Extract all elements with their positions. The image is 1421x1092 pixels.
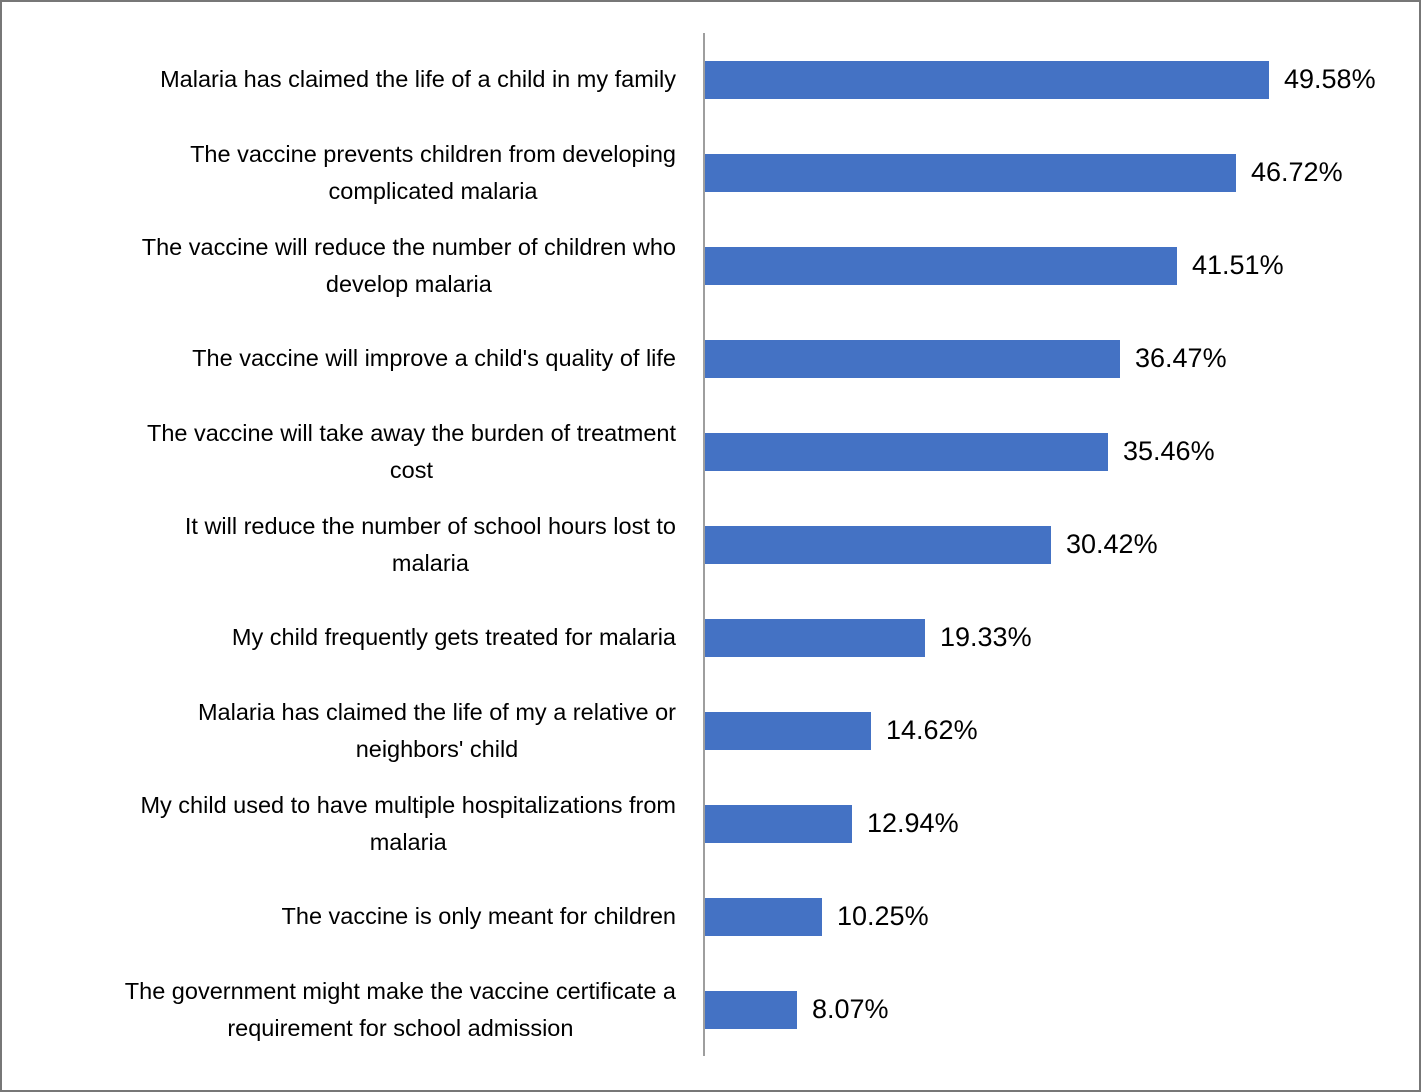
chart-row: The government might make the vaccine ce… bbox=[2, 963, 1417, 1056]
category-label: The vaccine will reduce the number of ch… bbox=[141, 233, 676, 297]
bar bbox=[705, 60, 1269, 99]
category-label: My child frequently gets treated for mal… bbox=[231, 624, 676, 650]
bar-area: 8.07% bbox=[705, 963, 1417, 1056]
chart-row: My child used to have multiple hospitali… bbox=[2, 777, 1417, 870]
value-label: 14.62% bbox=[886, 715, 978, 745]
chart-row: Malaria has claimed the life of a child … bbox=[2, 33, 1417, 126]
chart-row: The vaccine will take away the burden of… bbox=[2, 405, 1417, 498]
bar bbox=[705, 525, 1051, 564]
value-label: 41.51% bbox=[1192, 250, 1284, 280]
chart-row: The vaccine will reduce the number of ch… bbox=[2, 219, 1417, 312]
category-axis-line bbox=[703, 33, 705, 1056]
category-label: The vaccine will take away the burden of… bbox=[146, 419, 676, 483]
category-label-cell: My child frequently gets treated for mal… bbox=[2, 619, 703, 656]
bar bbox=[705, 153, 1236, 192]
bar bbox=[705, 339, 1120, 378]
bar-area: 30.42% bbox=[705, 498, 1417, 591]
bar bbox=[705, 711, 871, 750]
category-label: The vaccine will improve a child's quali… bbox=[192, 345, 676, 371]
category-label-cell: Malaria has claimed the life of my a rel… bbox=[2, 694, 703, 768]
bar bbox=[705, 804, 852, 843]
bar-area: 19.33% bbox=[705, 591, 1417, 684]
value-label: 49.58% bbox=[1284, 64, 1376, 94]
category-label: It will reduce the number of school hour… bbox=[184, 512, 676, 576]
category-label: Malaria has claimed the life of my a rel… bbox=[197, 698, 676, 762]
value-label: 12.94% bbox=[867, 808, 959, 838]
category-label: The vaccine is only meant for children bbox=[281, 903, 676, 929]
bar bbox=[705, 432, 1108, 471]
value-label: 30.42% bbox=[1066, 529, 1158, 559]
chart-row: My child frequently gets treated for mal… bbox=[2, 591, 1417, 684]
value-label: 19.33% bbox=[940, 622, 1032, 652]
category-label-cell: The government might make the vaccine ce… bbox=[2, 973, 703, 1047]
category-label-cell: The vaccine is only meant for children bbox=[2, 898, 703, 935]
value-label: 36.47% bbox=[1135, 343, 1227, 373]
bar-area: 46.72% bbox=[705, 126, 1417, 219]
value-label: 46.72% bbox=[1251, 157, 1343, 187]
bar-area: 35.46% bbox=[705, 405, 1417, 498]
bar-area: 10.25% bbox=[705, 870, 1417, 963]
chart-row: It will reduce the number of school hour… bbox=[2, 498, 1417, 591]
bar-chart: Malaria has claimed the life of a child … bbox=[2, 33, 1417, 1056]
value-label: 8.07% bbox=[812, 994, 889, 1024]
value-label: 10.25% bbox=[837, 901, 929, 931]
chart-row: The vaccine prevents children from devel… bbox=[2, 126, 1417, 219]
bar bbox=[705, 897, 822, 936]
category-label-cell: My child used to have multiple hospitali… bbox=[2, 787, 703, 861]
category-label-cell: The vaccine will reduce the number of ch… bbox=[2, 229, 703, 303]
bar-area: 41.51% bbox=[705, 219, 1417, 312]
bar-area: 49.58% bbox=[705, 33, 1417, 126]
bar-area: 36.47% bbox=[705, 312, 1417, 405]
category-label-cell: It will reduce the number of school hour… bbox=[2, 508, 703, 582]
category-label-cell: The vaccine will take away the burden of… bbox=[2, 415, 703, 489]
chart-row: The vaccine will improve a child's quali… bbox=[2, 312, 1417, 405]
category-label-cell: The vaccine prevents children from devel… bbox=[2, 136, 703, 210]
bar-area: 12.94% bbox=[705, 777, 1417, 870]
chart-row: Malaria has claimed the life of my a rel… bbox=[2, 684, 1417, 777]
bar bbox=[705, 990, 797, 1029]
category-label: Malaria has claimed the life of a child … bbox=[160, 66, 676, 92]
category-label: The vaccine prevents children from devel… bbox=[190, 140, 676, 204]
value-label: 35.46% bbox=[1123, 436, 1215, 466]
category-label: The government might make the vaccine ce… bbox=[124, 977, 676, 1041]
bar-area: 14.62% bbox=[705, 684, 1417, 777]
category-label-cell: Malaria has claimed the life of a child … bbox=[2, 61, 703, 98]
chart-row: The vaccine is only meant for children 10… bbox=[2, 870, 1417, 963]
category-label-cell: The vaccine will improve a child's quali… bbox=[2, 340, 703, 377]
category-label: My child used to have multiple hospitali… bbox=[140, 791, 676, 855]
bar bbox=[705, 618, 925, 657]
bar bbox=[705, 246, 1177, 285]
